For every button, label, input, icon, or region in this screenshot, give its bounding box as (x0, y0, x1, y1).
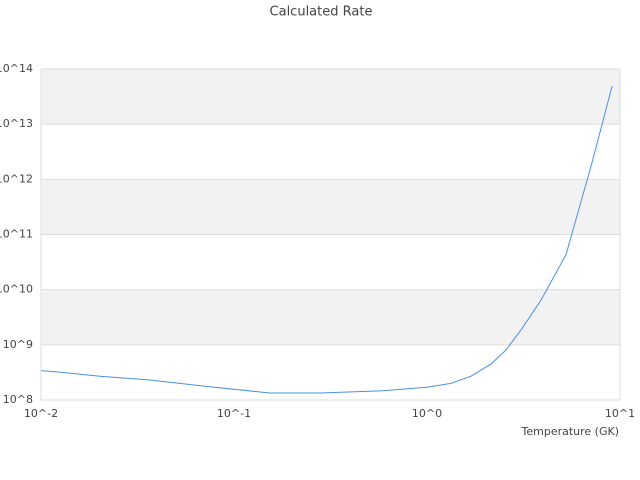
grid-band (41, 289, 620, 345)
x-tick-label: 10^1 (605, 407, 635, 420)
y-tick-label: 10^8 (3, 393, 33, 406)
x-tick-label: 10^-1 (217, 407, 251, 420)
y-tick-label: 10^14 (0, 62, 33, 75)
x-tick-label: 10^0 (412, 407, 442, 420)
y-tick-label: 10^11 (0, 228, 33, 241)
x-axis-label: Temperature (GK) (521, 425, 620, 438)
y-tick-label: 10^10 (0, 283, 33, 296)
y-tick-label: 10^9 (3, 338, 33, 351)
x-tick-label: 10^-2 (24, 407, 58, 420)
grid-band (41, 179, 620, 235)
chart-title: Calculated Rate (270, 5, 373, 20)
y-tick-label: 10^12 (0, 172, 33, 185)
line-series (40, 85, 613, 394)
y-tick-label: 10^13 (0, 117, 33, 130)
grid-band (41, 69, 620, 125)
